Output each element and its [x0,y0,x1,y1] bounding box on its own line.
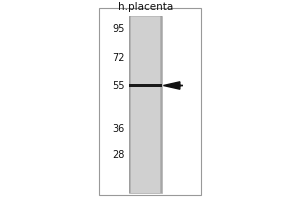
FancyArrow shape [164,82,183,89]
Text: 72: 72 [112,53,124,63]
Bar [129,16,130,193]
Text: 95: 95 [112,24,124,34]
Text: h.placenta: h.placenta [118,2,173,12]
Text: 36: 36 [112,124,124,134]
Bar [129,16,162,193]
Bar [129,84,162,87]
Text: 28: 28 [112,150,124,160]
Bar [99,8,201,195]
Bar [161,16,162,193]
Bar [160,16,162,193]
Bar [129,16,131,193]
Text: 55: 55 [112,81,124,91]
